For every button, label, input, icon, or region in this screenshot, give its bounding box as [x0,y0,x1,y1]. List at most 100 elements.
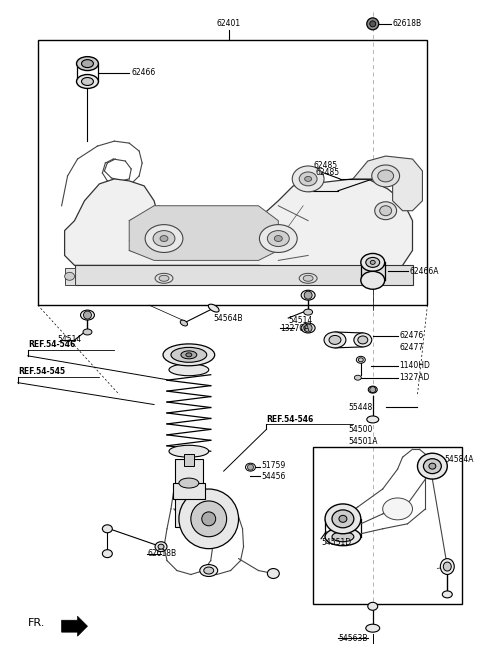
Circle shape [84,311,92,319]
Ellipse shape [368,386,377,393]
Ellipse shape [332,532,354,542]
Text: 54514: 54514 [288,316,312,325]
Ellipse shape [155,274,173,283]
Circle shape [304,291,312,299]
Text: 54456: 54456 [262,472,286,481]
Ellipse shape [259,224,297,253]
Text: 62476: 62476 [399,331,424,340]
Text: FR.: FR. [28,618,45,628]
Polygon shape [129,206,278,260]
Text: 62477: 62477 [399,343,424,352]
Text: 62618B: 62618B [147,549,176,558]
Ellipse shape [160,236,168,241]
Text: REF.54-546: REF.54-546 [28,340,75,350]
Ellipse shape [200,565,218,577]
Text: 62401: 62401 [216,19,240,28]
Ellipse shape [443,591,452,598]
Ellipse shape [372,165,399,187]
Ellipse shape [76,56,98,71]
Ellipse shape [361,253,384,272]
Ellipse shape [332,510,354,528]
Circle shape [367,18,379,30]
Polygon shape [353,156,422,211]
Ellipse shape [153,231,175,247]
Ellipse shape [361,272,384,289]
Ellipse shape [186,353,192,357]
Polygon shape [61,616,87,636]
Ellipse shape [378,170,394,182]
Text: 13270A: 13270A [280,323,310,333]
Text: 54563B: 54563B [338,634,368,643]
Ellipse shape [159,276,169,281]
Text: 62485: 62485 [313,161,337,171]
Ellipse shape [158,544,164,549]
Ellipse shape [204,567,214,574]
Ellipse shape [325,528,361,546]
Ellipse shape [429,463,436,469]
Bar [313,447,462,604]
Bar [184,454,194,466]
Ellipse shape [163,344,215,366]
Text: 55448: 55448 [348,403,372,412]
Polygon shape [74,266,412,285]
Ellipse shape [102,550,112,558]
Ellipse shape [358,336,368,344]
Ellipse shape [303,276,313,281]
Ellipse shape [418,453,447,479]
Text: 62618B: 62618B [393,19,422,28]
Bar [38,40,427,305]
Ellipse shape [299,172,317,186]
Ellipse shape [299,274,317,283]
Circle shape [179,489,239,548]
Text: 62466: 62466 [131,68,156,77]
Ellipse shape [356,356,365,363]
Ellipse shape [423,459,441,474]
Text: 54564B: 54564B [214,314,243,323]
Circle shape [248,464,253,470]
Text: 54551D: 54551D [321,538,351,547]
Ellipse shape [102,525,112,533]
Ellipse shape [368,602,378,610]
Ellipse shape [145,224,183,253]
Ellipse shape [155,542,167,552]
Bar [175,459,203,527]
Ellipse shape [329,335,341,344]
Ellipse shape [366,625,380,632]
Ellipse shape [370,260,375,264]
Ellipse shape [275,236,282,241]
Ellipse shape [305,176,312,182]
Ellipse shape [169,445,209,457]
Ellipse shape [267,231,289,247]
Circle shape [304,324,312,332]
Polygon shape [65,268,74,285]
Circle shape [191,501,227,537]
Ellipse shape [81,310,95,320]
Ellipse shape [292,166,324,192]
Ellipse shape [383,498,412,520]
Ellipse shape [440,559,454,575]
Text: 1327AD: 1327AD [399,373,430,382]
Ellipse shape [304,309,312,315]
Ellipse shape [169,364,209,376]
Ellipse shape [354,375,361,380]
Ellipse shape [171,348,207,362]
Ellipse shape [245,463,255,471]
Ellipse shape [325,504,361,534]
Ellipse shape [76,75,98,89]
Ellipse shape [301,290,315,300]
Polygon shape [65,179,412,272]
Circle shape [370,21,376,27]
Text: 62466A: 62466A [409,267,439,276]
Ellipse shape [181,351,197,359]
Circle shape [370,386,376,392]
Ellipse shape [82,60,94,68]
Ellipse shape [180,320,188,326]
Text: REF.54-546: REF.54-546 [266,415,313,424]
Circle shape [202,512,216,526]
Text: 54501A: 54501A [348,437,377,446]
Ellipse shape [179,478,199,488]
Ellipse shape [83,329,92,335]
Text: 54500: 54500 [348,425,372,434]
Ellipse shape [359,358,363,362]
Ellipse shape [354,333,372,347]
